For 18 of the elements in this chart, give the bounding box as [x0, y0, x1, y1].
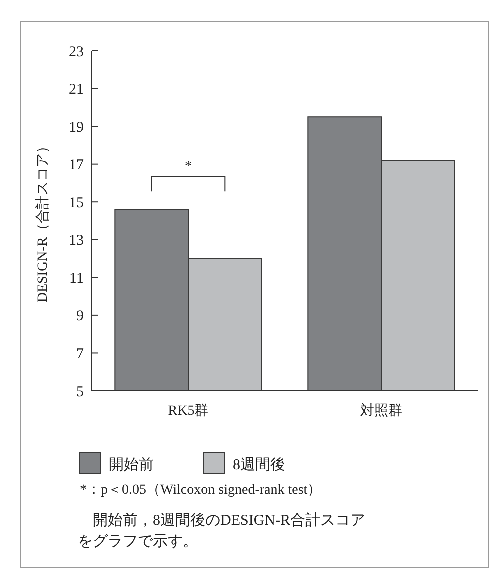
x-tick-label: RK5群	[168, 403, 209, 419]
y-tick-label: 21	[69, 82, 84, 98]
y-tick-label: 15	[69, 195, 84, 212]
y-axis-title: DESIGN-R（合計スコア）	[35, 139, 51, 303]
y-tick-label: 23	[69, 44, 84, 60]
legend-label: 8週間後	[233, 456, 286, 474]
y-tick-label: 13	[69, 233, 84, 250]
y-tick-label: 17	[69, 158, 84, 174]
text: *：p＜0.05（Wilcoxon signed-rank test）	[80, 483, 322, 498]
y-tick-label: 19	[69, 120, 84, 136]
y-tick-label: 5	[76, 384, 84, 400]
y-tick-label: 9	[76, 308, 84, 325]
y-tick-label: 7	[76, 346, 84, 362]
x-tick-label: 対照群	[360, 403, 402, 419]
legend-label: 開始前	[109, 456, 154, 474]
annotation: *	[185, 160, 192, 175]
y-tick-label: 11	[70, 270, 84, 287]
text: 開始前，8週間後のDESIGN-R合計スコアをグラフで示す。	[78, 512, 366, 552]
